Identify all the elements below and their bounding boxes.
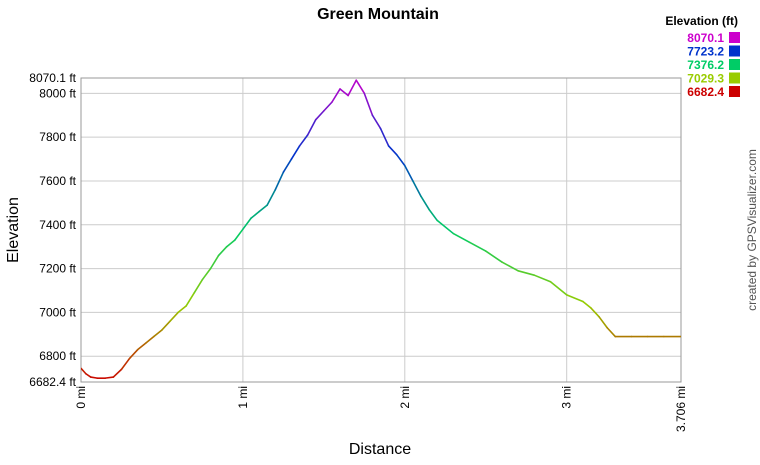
elevation-line-segment — [590, 307, 600, 318]
elevation-line-segment — [323, 101, 333, 112]
elevation-line-segment — [379, 127, 390, 147]
legend-swatch — [729, 72, 740, 84]
x-axis-title: Distance — [349, 441, 411, 458]
elevation-line-segment — [234, 228, 244, 241]
elevation-line-segment — [144, 335, 155, 344]
grid — [80, 77, 682, 383]
elevation-line-segment — [533, 274, 552, 283]
elevation-line-segment — [331, 88, 341, 103]
y-tick-label: 7400 ft — [39, 218, 76, 232]
elevation-line-segment — [484, 250, 503, 263]
elevation-line-segment — [112, 368, 123, 378]
legend-swatch — [729, 32, 740, 43]
y-tick-label: 7800 ft — [39, 130, 76, 144]
credit-text: created by GPSVisualizer.com — [745, 149, 759, 311]
elevation-line-segment — [339, 88, 349, 97]
y-tick-label: 8070.1 ft — [29, 71, 76, 85]
x-tick-label: 0 mi — [74, 386, 88, 409]
elevation-line-segment — [371, 114, 382, 130]
y-tick-label: 7000 ft — [39, 305, 76, 319]
elevation-line-segment — [89, 376, 98, 379]
elevation-line-segment — [314, 110, 325, 121]
legend-value: 7723.2 — [687, 45, 724, 59]
elevation-line-segment — [177, 305, 188, 314]
legend-swatch — [729, 59, 740, 70]
elevation-line-segment — [363, 92, 374, 117]
elevation-line-segment — [306, 118, 317, 136]
elevation-line-segment — [290, 145, 301, 160]
x-tick-labels: 0 mi 1 mi 2 mi 3 mi 3.706 mi — [74, 386, 688, 432]
elevation-line-segment — [193, 278, 204, 294]
elevation-line-segment — [420, 195, 430, 211]
y-tick-label: 6800 ft — [39, 349, 76, 363]
elevation-line-segment — [565, 294, 584, 303]
elevation-line-segment — [169, 311, 179, 322]
legend-value: 8070.1 — [687, 31, 724, 45]
elevation-line-segment — [517, 270, 536, 276]
elevation-line-segment — [598, 316, 608, 329]
elevation-line-segment — [81, 367, 87, 375]
elevation-line-segment — [347, 79, 358, 97]
elevation-line-segment — [85, 372, 92, 378]
elevation-line-segment — [161, 320, 171, 331]
y-tick-label: 7600 ft — [39, 174, 76, 188]
elevation-line-segment — [209, 254, 220, 270]
elevation-line-segment — [606, 326, 617, 338]
elevation-line-segment — [104, 376, 115, 379]
y-tick-label: 7200 ft — [39, 262, 76, 276]
elevation-line-segment — [355, 79, 366, 95]
elevation-line-segment — [266, 188, 277, 206]
elevation-line-segment — [201, 267, 212, 281]
elevation-line-segment — [120, 357, 131, 371]
elevation-line-segment — [274, 171, 285, 191]
elevation-line-segment — [225, 239, 236, 248]
elevation-line-segment — [128, 348, 139, 360]
elevation-line-segment — [298, 134, 309, 147]
elevation-line-segment — [153, 329, 163, 338]
elevation-line-segment — [412, 180, 422, 198]
x-tick-label: 1 mi — [236, 386, 250, 409]
x-tick-label: 2 mi — [398, 386, 412, 409]
x-tick-label: 3.706 mi — [674, 386, 688, 432]
elevation-line-segment — [242, 217, 252, 230]
legend-swatch — [729, 86, 740, 97]
legend-value: 7029.3 — [687, 72, 724, 86]
legend-title: Elevation (ft) — [665, 14, 738, 28]
elevation-line — [81, 79, 681, 379]
y-tick-label: 6682.4 ft — [29, 375, 76, 389]
legend-swatch — [729, 45, 740, 57]
chart-title: Green Mountain — [317, 6, 439, 23]
elevation-line-segment — [501, 261, 519, 272]
y-tick-label: 8000 ft — [39, 86, 76, 100]
elevation-line-segment — [136, 342, 147, 351]
y-axis-title: Elevation — [5, 197, 22, 263]
elevation-line-segment — [395, 153, 406, 167]
elevation-line-segment — [387, 145, 398, 156]
elevation-line-segment — [428, 208, 438, 222]
y-tick-labels: 6682.4 ft 6800 ft 7000 ft 7200 ft 7400 ft 760… — [29, 71, 76, 389]
elevation-line-segment — [549, 280, 568, 296]
elevation-line-segment — [250, 210, 260, 220]
x-tick-label: 3 mi — [560, 386, 574, 409]
legend: Elevation (ft) 8070.17723.27376.27029.36… — [665, 14, 740, 99]
elevation-line-segment — [217, 245, 228, 257]
elevation-line-segment — [282, 158, 293, 174]
elevation-line-segment — [436, 219, 455, 235]
legend-value: 6682.4 — [687, 85, 724, 99]
legend-value: 7376.2 — [687, 58, 724, 72]
elevation-line-segment — [468, 241, 487, 252]
elevation-line-segment — [403, 164, 414, 182]
elevation-line-segment — [452, 232, 471, 244]
elevation-line-segment — [258, 204, 268, 213]
elevation-line-segment — [185, 291, 196, 307]
elevation-line-segment — [582, 300, 592, 309]
plot-frame — [80, 77, 682, 383]
